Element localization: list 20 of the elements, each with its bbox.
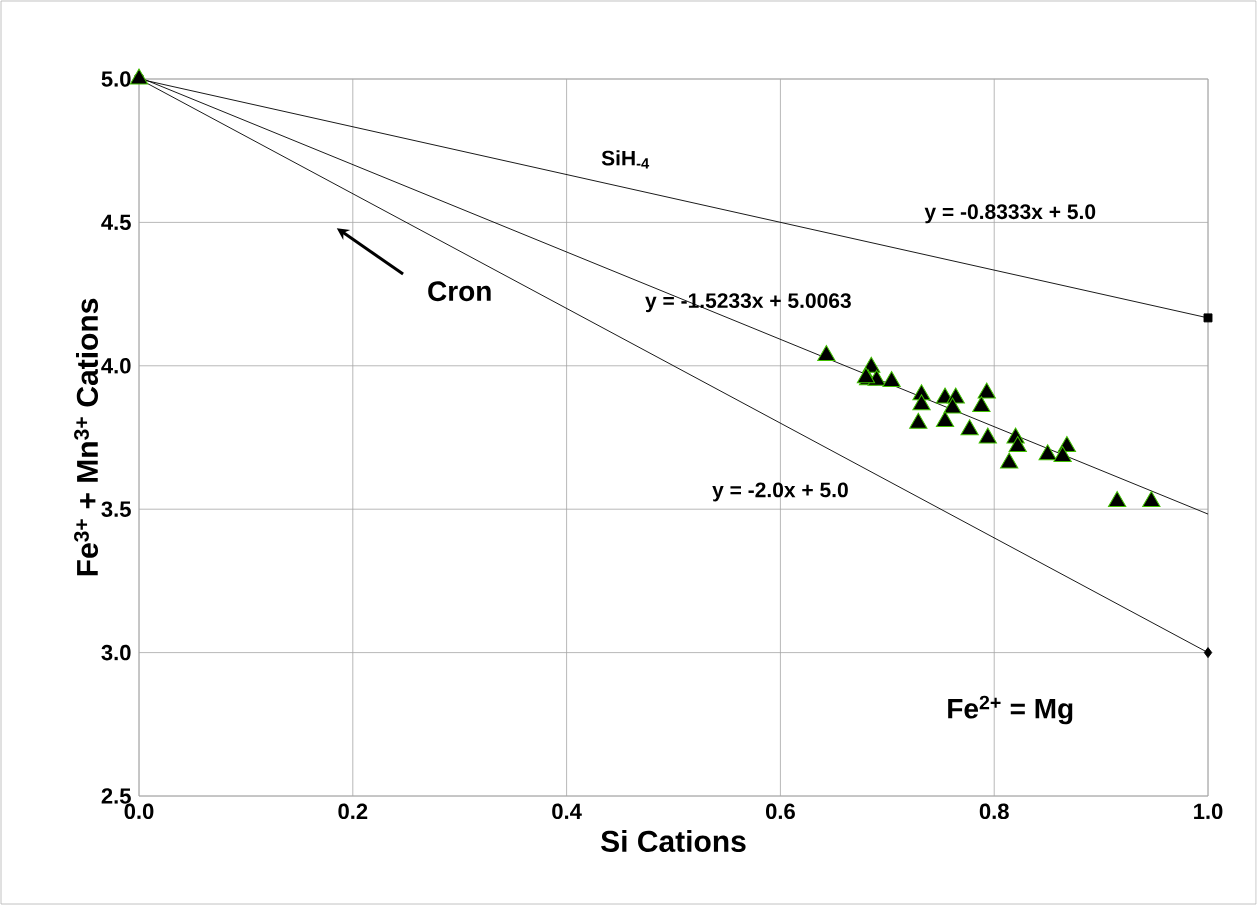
y-tick-label: 2.5 [101, 788, 131, 804]
y-tick-label: 4.5 [101, 214, 131, 231]
annotation: SiH$_{-4}$ [601, 150, 650, 169]
y-axis-title: Fe$^{3+}$ + Mn$^{3+}$ Cations [74, 298, 99, 576]
x-tick-label: 0.0 [124, 803, 154, 820]
annotation: y = -1.5233x + 5.0063 [645, 293, 851, 313]
y-tick-label: 3.5 [101, 501, 131, 517]
x-tick-label: 1.0 [1194, 803, 1223, 820]
y-tick-label: 5.0 [101, 71, 131, 87]
annotation: y = -2.0x + 5.0 [712, 482, 848, 502]
annotation: y = -0.8333x + 5.0 [924, 204, 1096, 224]
annotation: Fe$^{2+}$ = Mg [948, 695, 1073, 725]
x-axis-title: Si Cations [601, 829, 746, 853]
annotation: Cron [428, 281, 491, 302]
x-tick-label: 0.4 [552, 803, 582, 820]
x-tick-label: 0.8 [979, 803, 1009, 820]
y-tick-label: 4.0 [101, 358, 131, 374]
x-tick-label: 0.2 [338, 803, 368, 820]
x-tick-label: 0.6 [765, 803, 795, 820]
y-tick-label: 3.0 [101, 644, 131, 661]
